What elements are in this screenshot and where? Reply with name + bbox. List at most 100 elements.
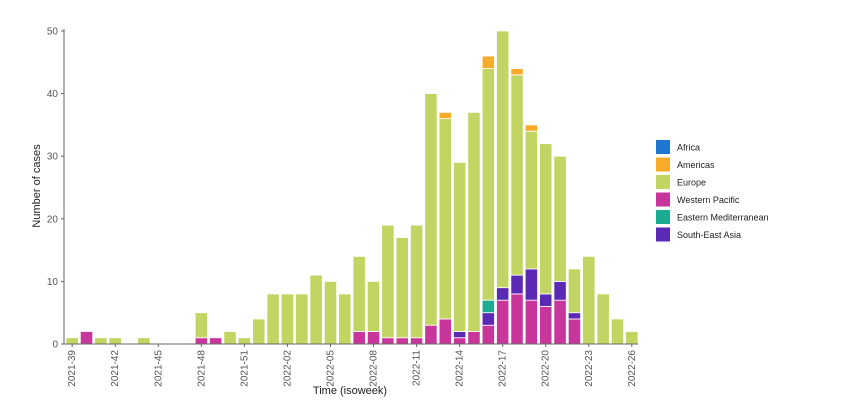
- bar-segment: [510, 274, 524, 295]
- bar-segment: [409, 337, 424, 345]
- legend-swatch: [656, 210, 670, 224]
- bar-segment: [610, 318, 625, 345]
- legend-item: Western Pacific: [656, 192, 740, 207]
- legend-label: Americas: [677, 160, 715, 170]
- bar-segment: [295, 293, 309, 345]
- legend-item: South-East Asia: [656, 227, 741, 242]
- bar-segment: [438, 118, 452, 320]
- bar-segment: [453, 162, 467, 332]
- bar-segment: [524, 124, 538, 132]
- x-tick-label: 2022-08: [369, 350, 380, 387]
- bar-segment: [424, 93, 438, 326]
- legend-swatch: [656, 140, 670, 154]
- bar-segment: [524, 130, 538, 270]
- bar-segment: [94, 337, 108, 345]
- x-tick-label: 2022-17: [498, 350, 509, 387]
- bar-segment: [194, 312, 208, 339]
- bar-segment: [280, 293, 295, 345]
- bar-segment: [438, 111, 452, 120]
- x-tick-label: 2022-23: [584, 350, 595, 387]
- bar-segment: [567, 268, 582, 314]
- legend-label: South-East Asia: [677, 230, 741, 240]
- bar-segment: [381, 337, 395, 345]
- bar-segment: [496, 299, 510, 345]
- bar-segment: [309, 274, 323, 345]
- x-axis-title: Time (isoweek): [313, 385, 387, 397]
- bar-segment: [553, 280, 567, 301]
- bar-segment: [108, 337, 122, 345]
- x-tick-label: 2021-48: [196, 350, 207, 387]
- bar-segment: [596, 293, 610, 345]
- legend-item: Africa: [656, 140, 700, 154]
- bar-segment: [79, 331, 94, 345]
- bar-segment: [481, 55, 495, 69]
- legend-item: Eastern Mediterranean: [656, 210, 769, 224]
- legend: Africa Americas Europe Western Pacific Easte…: [656, 140, 769, 242]
- bar-segment: [510, 74, 524, 276]
- bar-segment: [553, 299, 567, 345]
- bar-segment: [496, 30, 510, 289]
- legend-item: Europe: [656, 175, 706, 189]
- bar-segment: [424, 324, 438, 345]
- bar-segment: [481, 299, 495, 314]
- x-tick-label: 2022-11: [412, 350, 423, 386]
- bar-segment: [323, 280, 338, 345]
- bar-segment: [510, 68, 524, 76]
- bar-segment: [352, 255, 366, 332]
- x-tick-label: 2021-39: [67, 350, 78, 387]
- bar-segment: [395, 337, 409, 345]
- bar-segment: [524, 299, 538, 345]
- bar-segment: [223, 331, 237, 345]
- bar-segment: [481, 312, 495, 326]
- bar-segment: [510, 293, 524, 345]
- y-tick-label: 40: [47, 89, 59, 100]
- bar-segment: [567, 318, 582, 345]
- bar-segment: [553, 155, 567, 282]
- x-tick-label: 2022-14: [455, 350, 466, 387]
- bar-segment: [338, 293, 352, 345]
- bar-segment: [582, 255, 596, 345]
- bar-segment: [266, 293, 280, 345]
- y-tick-label: 30: [47, 152, 59, 163]
- bar-segment: [366, 331, 381, 345]
- bar-segment: [453, 337, 467, 345]
- x-tick-label: 2021-42: [110, 350, 121, 387]
- bar-segment: [481, 324, 495, 345]
- legend-swatch: [656, 192, 670, 207]
- bar-segment: [567, 312, 582, 320]
- y-axis: 0 10 20 30 40 50: [47, 27, 65, 351]
- bar-segment: [381, 224, 395, 339]
- bar-segment: [252, 318, 266, 345]
- y-tick-label: 10: [47, 277, 59, 288]
- bar-segment: [539, 306, 553, 345]
- x-tick-label: 2022-26: [627, 350, 638, 387]
- x-axis: 2021-39 2021-42 2021-45 2021-48 2021-51 2022-…: [64, 343, 638, 387]
- y-tick-label: 20: [47, 214, 59, 225]
- x-tick-label: 2022-05: [325, 350, 336, 387]
- bar-segment: [438, 318, 452, 345]
- x-tick-label: 2022-02: [282, 350, 293, 387]
- bar-segment: [194, 337, 208, 345]
- legend-swatch: [656, 157, 670, 172]
- legend-label: Africa: [677, 143, 700, 153]
- bar-segment: [467, 331, 481, 345]
- bar-segment: [409, 224, 424, 339]
- y-tick-label: 0: [52, 340, 58, 351]
- bar-segment: [137, 337, 151, 345]
- legend-swatch: [656, 227, 670, 242]
- bar-segment: [237, 337, 251, 345]
- bar-segment: [496, 287, 510, 301]
- bar-segment: [65, 337, 79, 345]
- bar-segment: [539, 143, 553, 295]
- legend-swatch: [656, 175, 670, 189]
- legend-label: Europe: [677, 178, 706, 188]
- bar-segment: [352, 331, 366, 345]
- bar-segment: [366, 280, 381, 332]
- y-axis-title: Number of cases: [31, 144, 43, 228]
- bar-segment: [395, 237, 409, 339]
- bar-segment: [453, 331, 467, 339]
- bar-segment: [467, 111, 481, 332]
- x-tick-label: 2021-45: [153, 350, 164, 387]
